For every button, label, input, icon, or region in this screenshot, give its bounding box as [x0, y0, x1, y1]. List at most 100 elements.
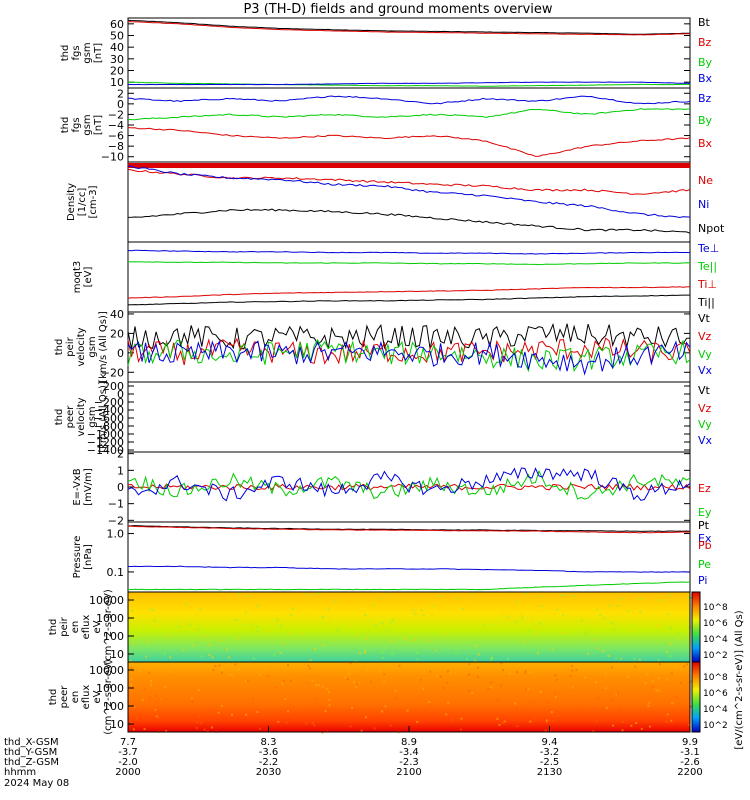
spectrogram-pixel	[429, 703, 432, 706]
spectrogram-pixel	[611, 699, 614, 702]
legend-label: Ni	[698, 198, 709, 211]
spectrogram-pixel	[502, 669, 505, 672]
spectrogram-pixel	[633, 599, 636, 602]
spectrogram-pixel	[228, 673, 231, 676]
spectrogram-pixel	[372, 646, 375, 649]
spectrogram-pixel	[622, 720, 625, 723]
spectrogram-pixel	[422, 667, 425, 670]
spectrogram-pixel	[605, 706, 608, 709]
series-line-Pt	[127, 525, 691, 532]
spectrogram-pixel	[165, 730, 168, 733]
spectrogram-pixel	[501, 613, 504, 616]
spectrogram-pixel	[219, 639, 222, 642]
legend-label: Vt	[698, 312, 711, 325]
x-tick-label: 2100	[396, 767, 421, 778]
colorbar-tick-label: 10^8	[703, 603, 728, 613]
spectrogram-pixel	[478, 653, 481, 656]
spectrogram-pixel	[309, 659, 312, 662]
spectrogram-pixel	[594, 638, 597, 641]
x-tick-label: -3.6	[259, 747, 279, 758]
spectrogram-pixel	[648, 725, 651, 728]
colorbar: 10^8 10^6 10^4 10^2	[691, 661, 728, 733]
spectrogram-pixel	[680, 668, 683, 671]
x-tick-label: -2.0	[118, 757, 138, 768]
spectrogram-pixel	[148, 671, 151, 674]
spectrogram-pixel	[312, 593, 315, 596]
spectrogram-pixel	[456, 598, 459, 601]
spectrogram-pixel	[150, 679, 153, 682]
spectrogram-pixel	[352, 681, 355, 684]
spectrogram-pixel	[256, 630, 259, 633]
spectrogram-pixel	[596, 647, 599, 650]
spectrogram-pixel	[189, 606, 192, 609]
x-tick-label: -3.7	[118, 747, 138, 758]
spectrogram-pixel	[520, 612, 523, 615]
spectrogram-pixel	[364, 614, 367, 617]
spectrogram-pixel	[615, 657, 618, 660]
spectrogram-pixel	[263, 664, 266, 667]
spectrogram-pixel	[506, 657, 509, 660]
spectrogram-pixel	[231, 674, 234, 677]
spectrogram-pixel	[353, 670, 356, 673]
spectrogram-pixel	[182, 619, 185, 622]
spectrogram-pixel	[148, 696, 151, 699]
spectrogram-pixel	[612, 724, 615, 727]
spectrogram	[128, 592, 690, 662]
spectrogram-pixel	[532, 702, 535, 705]
series-line-Vx	[127, 339, 691, 376]
spectrogram-pixel	[654, 601, 657, 604]
legend-label: By	[698, 56, 713, 69]
series-line-Pe	[127, 581, 691, 591]
y-tick-label: −1400	[87, 444, 124, 457]
spectrogram-pixel	[199, 608, 202, 611]
spectrogram-pixel	[561, 631, 564, 634]
spectrogram-pixel	[328, 597, 331, 600]
spectrogram-pixel	[360, 729, 363, 732]
spectrogram-pixel	[264, 619, 267, 622]
spectrogram-pixel	[538, 595, 541, 598]
spectrogram-pixel	[554, 674, 557, 677]
spectrogram-pixel	[196, 600, 199, 603]
spectrogram-pixel	[264, 668, 267, 671]
spectrogram-pixel	[631, 630, 634, 633]
spectrogram-pixel	[527, 688, 530, 691]
spectrogram-pixel	[634, 665, 637, 668]
spectrogram-pixel	[230, 645, 233, 648]
spectrogram-pixel	[616, 693, 619, 696]
series-line-Pb	[127, 525, 691, 534]
spectrogram-pixel	[595, 622, 598, 625]
series-line-Te||	[127, 261, 691, 266]
spectrogram-pixel	[154, 708, 157, 711]
spectrogram-pixel	[195, 613, 198, 616]
spectrogram-pixel	[649, 712, 652, 715]
spectrogram-pixel	[467, 689, 470, 692]
legend-label: Bx	[698, 137, 713, 150]
y-tick-label: 2	[117, 87, 124, 100]
spectrogram-pixel	[321, 731, 324, 734]
spectrogram-pixel	[381, 656, 384, 659]
spectrogram-pixel	[222, 592, 225, 595]
spectrogram-pixel	[381, 710, 384, 713]
spectrogram-pixel	[211, 656, 214, 659]
spectrogram-pixel	[238, 598, 241, 601]
spectrogram-pixel	[515, 620, 518, 623]
y-tick-label: 40	[110, 308, 124, 321]
spectrogram-pixel	[363, 651, 366, 654]
spectrogram-pixel	[604, 687, 607, 690]
spectrogram-pixel	[648, 701, 651, 704]
spectrogram-pixel	[346, 677, 349, 680]
spectrogram-pixel	[678, 631, 681, 634]
spectrogram-pixel	[321, 615, 324, 618]
legend-label: Pb	[698, 539, 712, 552]
spectrogram-pixel	[496, 717, 499, 720]
spectrogram-pixel	[383, 680, 386, 683]
x-tick-label: 2200	[677, 767, 702, 778]
spectrogram-pixel	[348, 706, 351, 709]
spectrogram-pixel	[190, 697, 193, 700]
spectrogram-pixel	[157, 717, 160, 720]
spectrogram-pixel	[576, 706, 579, 709]
spectrogram-pixel	[199, 722, 202, 725]
spectrogram-pixel	[477, 666, 480, 669]
spectrogram-pixel	[611, 622, 614, 625]
